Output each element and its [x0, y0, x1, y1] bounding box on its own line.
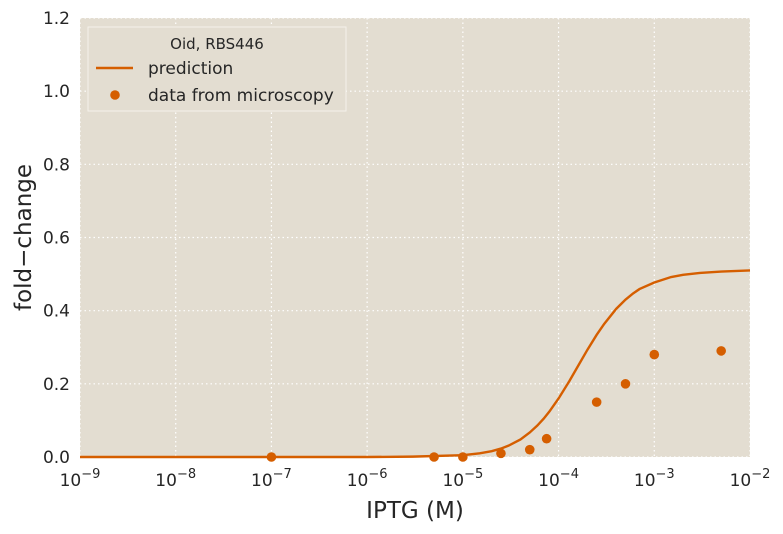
x-tick-label: 10−8 — [155, 467, 196, 491]
data-point — [496, 448, 506, 459]
x-tick-label: 10−4 — [538, 467, 579, 491]
legend-marker-swatch — [110, 90, 120, 100]
y-axis-ticks: 0.0 0.2 0.4 0.6 0.8 1.0 1.2 — [43, 9, 70, 468]
y-tick-label: 1.0 — [43, 82, 70, 102]
data-point — [429, 452, 439, 462]
data-point — [716, 346, 726, 356]
x-tick-label: 10−9 — [60, 467, 101, 491]
y-tick-label: 0.4 — [43, 302, 70, 322]
legend-entry-microscopy: data from microscopy — [148, 86, 334, 106]
data-point — [458, 452, 468, 462]
x-tick-label: 10−3 — [634, 467, 675, 491]
microscopy-data-series — [266, 346, 726, 462]
y-tick-label: 0.2 — [43, 375, 70, 395]
x-tick-label: 10−6 — [347, 467, 388, 491]
x-axis-ticks: 10−9 10−8 10−7 10−6 10−5 10−4 10−3 10−2 — [60, 467, 771, 491]
y-axis-title: fold−change — [11, 164, 37, 311]
legend: Oid, RBS446 prediction data from microsc… — [87, 26, 347, 112]
data-point — [266, 452, 277, 462]
data-point — [649, 349, 660, 360]
y-tick-label: 0.8 — [43, 155, 70, 175]
legend-title: Oid, RBS446 — [170, 35, 264, 53]
data-point — [524, 444, 535, 455]
y-tick-label: 0.0 — [43, 448, 70, 468]
x-axis-title: IPTG (M) — [366, 498, 464, 524]
legend-entry-prediction: prediction — [148, 59, 233, 79]
prediction-series — [80, 269, 751, 459]
x-tick-label: 10−2 — [730, 467, 771, 491]
x-tick-label: 10−7 — [251, 467, 292, 491]
y-tick-label: 0.6 — [43, 229, 70, 249]
prediction-line — [80, 269, 751, 459]
data-point — [620, 379, 631, 389]
data-point — [591, 397, 602, 407]
x-tick-label: 10−5 — [442, 467, 483, 491]
y-tick-label: 1.2 — [43, 9, 70, 29]
data-point — [541, 433, 552, 444]
